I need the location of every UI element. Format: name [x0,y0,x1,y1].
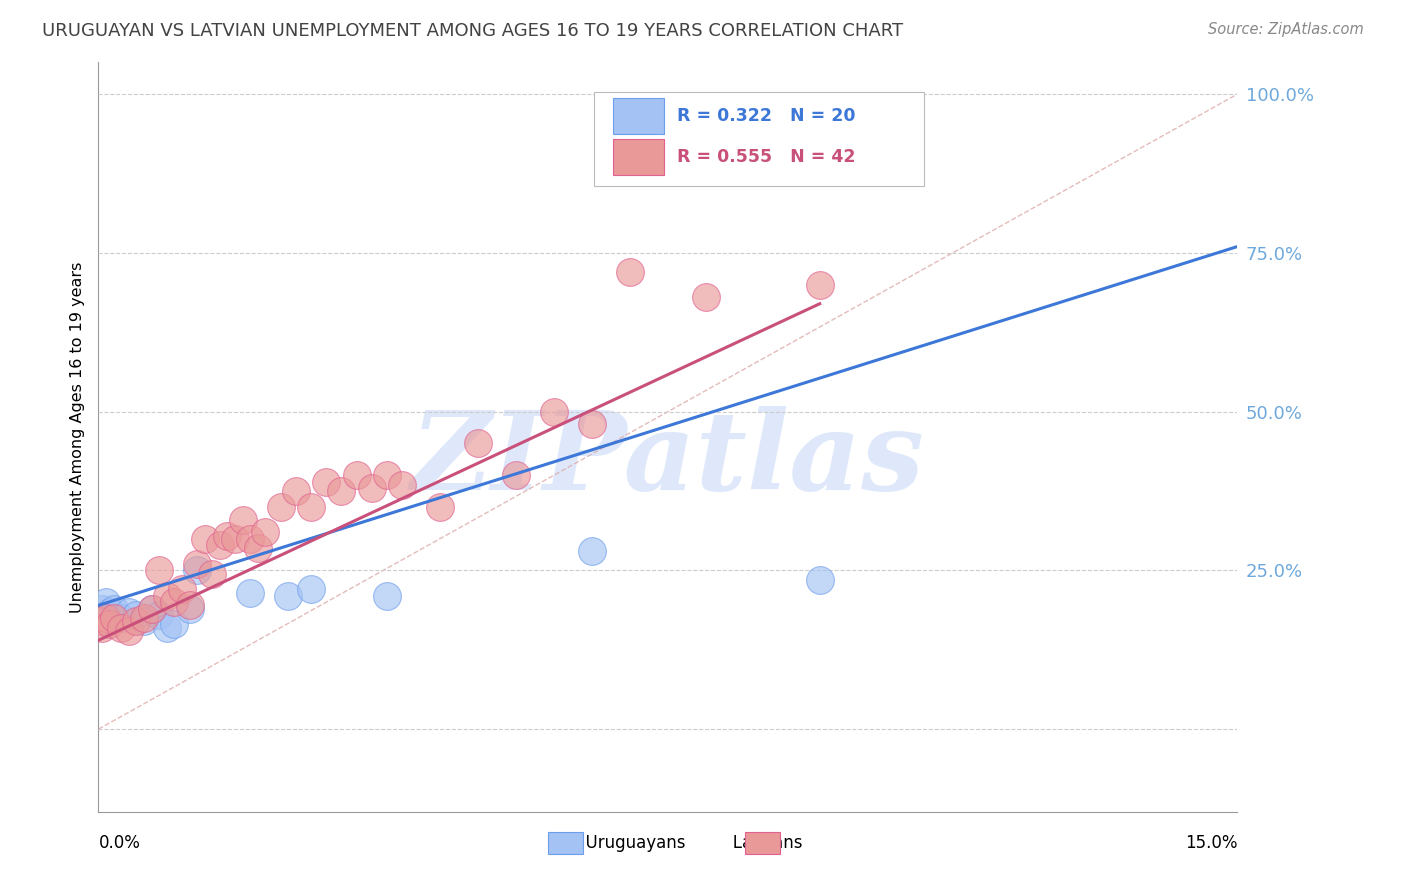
Point [375,589,398,603]
Point [239,585,262,599]
Point [581,544,603,558]
Point [103,601,125,615]
Point [156,589,179,603]
Point [270,500,292,514]
Point [156,621,179,635]
Point [141,601,163,615]
Point [103,611,125,625]
Point [170,582,193,597]
Point [118,605,141,619]
Point [254,525,277,540]
Point [148,607,170,622]
Point [277,589,299,603]
Point [360,481,382,495]
Point [179,601,201,615]
Point [391,477,413,491]
Point [110,611,132,625]
Point [217,528,239,542]
Point [315,475,337,489]
Point [91,601,114,615]
Point [695,290,717,304]
Point [194,532,217,546]
Point [299,500,322,514]
Point [98,605,121,619]
Point [118,624,141,638]
Point [201,566,224,581]
Point [208,538,231,552]
Point [125,607,148,622]
Point [110,621,132,635]
Point [186,563,208,577]
FancyBboxPatch shape [613,97,665,134]
FancyBboxPatch shape [593,93,924,186]
Point [505,468,527,483]
Point [543,405,565,419]
Point [186,557,208,571]
Point [619,265,641,279]
FancyBboxPatch shape [613,139,665,175]
Point [94,611,117,625]
Y-axis label: Unemployment Among Ages 16 to 19 years: Unemployment Among Ages 16 to 19 years [69,261,84,613]
Point [808,277,831,292]
Point [346,468,368,483]
Point [98,617,121,632]
Point [429,500,451,514]
Point [148,563,170,577]
Point [132,614,155,628]
Text: R = 0.322   N = 20: R = 0.322 N = 20 [676,107,855,125]
Text: URUGUAYAN VS LATVIAN UNEMPLOYMENT AMONG AGES 16 TO 19 YEARS CORRELATION CHART: URUGUAYAN VS LATVIAN UNEMPLOYMENT AMONG … [42,22,903,40]
Point [94,595,117,609]
Point [581,417,603,432]
Point [232,513,254,527]
Point [141,601,163,615]
Point [808,573,831,587]
Text: 15.0%: 15.0% [1185,834,1237,852]
Point [224,532,246,546]
Point [179,599,201,613]
Point [163,595,186,609]
Text: Source: ZipAtlas.com: Source: ZipAtlas.com [1208,22,1364,37]
Point [239,532,262,546]
Text: R = 0.555   N = 42: R = 0.555 N = 42 [676,148,855,166]
Point [163,617,186,632]
Point [132,611,155,625]
Text: 0.0%: 0.0% [98,834,141,852]
Text: Uruguayans         Latvians: Uruguayans Latvians [533,834,803,852]
Point [330,484,353,499]
Point [284,484,307,499]
Point [125,614,148,628]
Point [90,614,112,628]
Point [91,621,114,635]
Point [299,582,322,597]
Point [375,468,398,483]
Point [246,541,269,556]
Point [467,436,489,450]
Text: ZIPatlas: ZIPatlas [411,406,925,513]
